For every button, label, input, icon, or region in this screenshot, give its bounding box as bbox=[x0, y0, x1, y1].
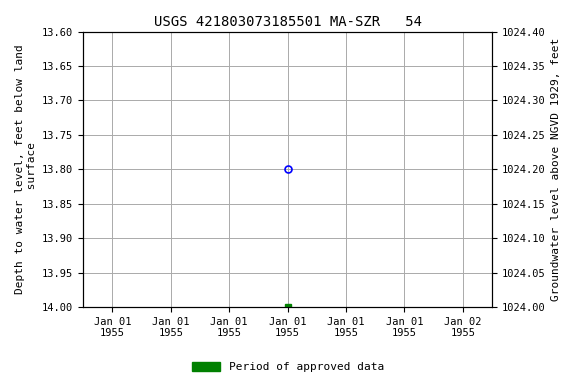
Y-axis label: Groundwater level above NGVD 1929, feet: Groundwater level above NGVD 1929, feet bbox=[551, 38, 561, 301]
Title: USGS 421803073185501 MA-SZR   54: USGS 421803073185501 MA-SZR 54 bbox=[154, 15, 422, 29]
Y-axis label: Depth to water level, feet below land
 surface: Depth to water level, feet below land su… bbox=[15, 45, 37, 294]
Legend: Period of approved data: Period of approved data bbox=[188, 357, 388, 377]
